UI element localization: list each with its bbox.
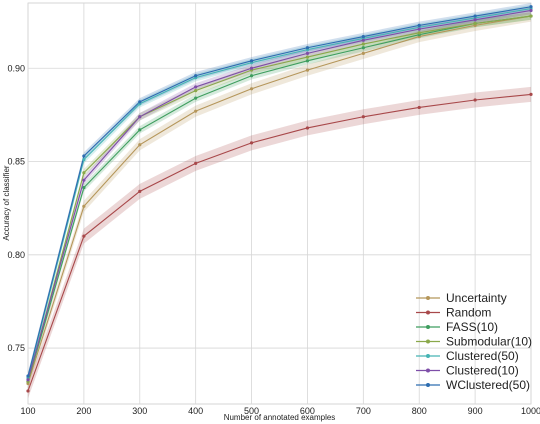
data-point — [417, 105, 421, 110]
series-markers — [26, 5, 533, 393]
data-point — [82, 158, 86, 162]
data-point — [361, 34, 365, 39]
legend-label: FASS(10) — [446, 320, 498, 334]
legend-marker — [426, 325, 430, 329]
y-axis-label: Accuracy of classifier — [2, 165, 11, 240]
data-point — [305, 46, 310, 50]
data-point — [417, 27, 421, 31]
legend-marker — [426, 354, 430, 358]
x-tick-label: 600 — [300, 406, 315, 416]
data-point — [82, 171, 86, 175]
data-point — [82, 178, 86, 182]
data-point — [473, 98, 477, 102]
data-point — [82, 154, 86, 158]
grid-lines — [27, 3, 532, 404]
data-point — [473, 21, 477, 26]
legend-marker — [426, 310, 430, 315]
data-point — [82, 204, 86, 208]
data-point — [529, 92, 533, 96]
data-point — [26, 378, 30, 382]
data-point — [361, 115, 365, 119]
data-point — [529, 5, 533, 9]
x-tick-label: 400 — [188, 406, 203, 416]
data-point — [249, 141, 254, 145]
data-point — [249, 66, 254, 70]
data-point — [82, 234, 86, 238]
data-point — [249, 74, 254, 78]
data-point — [529, 14, 533, 18]
data-point — [82, 186, 86, 190]
data-point — [138, 115, 142, 119]
legend-label: Uncertainty — [446, 291, 507, 305]
legend-marker — [426, 368, 430, 373]
data-point — [138, 100, 142, 104]
legend-label: Random — [446, 306, 491, 320]
data-point — [361, 46, 365, 50]
data-point — [26, 389, 30, 393]
legend-marker — [426, 339, 430, 344]
legend-label: Clustered(10) — [446, 364, 519, 378]
series-lines — [27, 6, 532, 392]
data-point — [361, 51, 365, 55]
x-axis-label: Number of annotated examples — [224, 413, 336, 422]
x-tick-label: 900 — [468, 406, 483, 416]
data-point — [473, 14, 477, 18]
x-tick-label: 800 — [412, 406, 427, 416]
data-point — [194, 96, 198, 100]
legend: UncertaintyRandomFASS(10)Submodular(10)C… — [416, 291, 532, 392]
x-tick-label: 700 — [356, 406, 371, 416]
series-line — [27, 15, 532, 382]
data-point — [305, 59, 310, 63]
data-point — [194, 74, 198, 78]
x-tick-labels: 100 200 300 400 500 600 700 800 900 1000 — [20, 406, 540, 416]
data-point — [361, 38, 365, 42]
series-line — [27, 8, 532, 379]
series-line — [27, 15, 532, 382]
legend-marker — [426, 296, 430, 300]
x-tick-label: 300 — [132, 406, 147, 416]
series-line — [27, 6, 532, 377]
legend-label: Submodular(10) — [446, 335, 532, 349]
y-tick-label: 0.75 — [7, 343, 25, 353]
series-line — [27, 9, 532, 380]
data-point — [138, 143, 142, 147]
data-point — [305, 51, 310, 55]
y-tick-label: 0.80 — [7, 250, 25, 260]
data-point — [473, 18, 477, 22]
x-tick-label: 200 — [76, 406, 91, 416]
data-point — [417, 23, 421, 27]
data-point — [361, 42, 365, 46]
data-point — [194, 109, 198, 113]
data-point — [138, 128, 142, 132]
data-point — [249, 87, 254, 91]
series-line — [27, 93, 532, 392]
data-point — [194, 89, 198, 93]
confidence-band — [28, 4, 531, 382]
data-point — [138, 189, 142, 193]
data-point — [26, 374, 30, 378]
data-point — [305, 55, 310, 59]
y-tick-label: 0.90 — [7, 63, 25, 73]
data-point — [249, 59, 254, 63]
data-point — [305, 68, 310, 72]
data-point — [305, 126, 310, 130]
legend-label: Clustered(50) — [446, 349, 519, 363]
x-tick-label: 1000 — [521, 406, 540, 416]
data-point — [194, 161, 198, 165]
legend-label: WClustered(50) — [446, 378, 530, 392]
x-tick-label: 100 — [20, 406, 35, 416]
y-tick-label: 0.85 — [7, 157, 25, 167]
data-point — [417, 31, 421, 35]
legend-marker — [426, 383, 430, 387]
data-point — [194, 85, 198, 89]
series-line — [27, 15, 532, 384]
y-tick-labels: 0.75 0.80 0.85 0.90 — [7, 63, 25, 353]
plot-area — [27, 2, 532, 405]
x-tick-label: 500 — [244, 406, 259, 416]
data-point — [529, 8, 533, 13]
